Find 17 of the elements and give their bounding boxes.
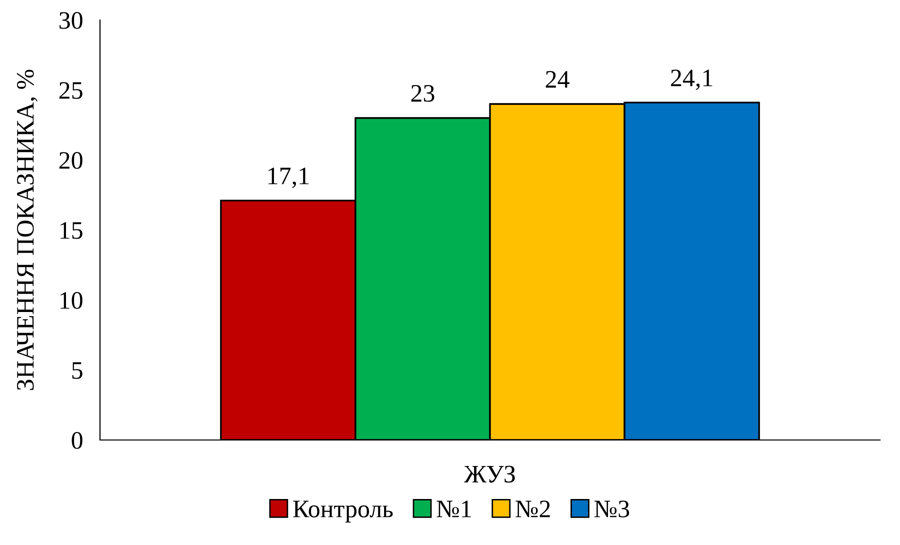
data-label: 24 — [546, 71, 570, 88]
legend-label: №2 — [516, 500, 550, 518]
y-tick-label: 25 — [59, 82, 82, 99]
y-tick-label: 5 — [72, 362, 82, 379]
legend-label: Контроль — [293, 500, 393, 522]
legend-label: №1 — [436, 500, 471, 518]
y-tick-label: 20 — [59, 152, 82, 169]
y-tick-label: 0 — [72, 432, 82, 449]
data-label: 17,1 — [268, 168, 309, 188]
y-tick-label: 30 — [60, 12, 82, 29]
data-label: 24,1 — [671, 70, 712, 90]
y-axis-title: ЗНАЧЕННЯ ПОКАЗНИКА, % — [16, 70, 38, 390]
data-label: 23 — [411, 85, 434, 102]
y-tick-label: 10 — [60, 292, 82, 309]
legend-label: №3 — [594, 500, 630, 518]
x-tick-label: ЖУЗ — [464, 466, 515, 483]
y-tick-label: 15 — [60, 222, 82, 239]
